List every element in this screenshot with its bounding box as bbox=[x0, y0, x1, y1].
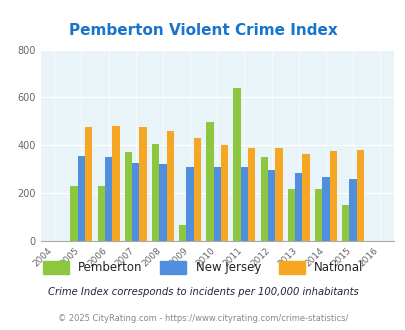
Bar bbox=[287, 189, 294, 241]
Legend: Pemberton, New Jersey, National: Pemberton, New Jersey, National bbox=[38, 257, 367, 279]
Bar bbox=[112, 126, 119, 241]
Bar bbox=[247, 148, 255, 241]
Bar bbox=[124, 152, 132, 241]
Bar bbox=[193, 138, 200, 241]
Bar bbox=[349, 179, 356, 241]
Bar bbox=[132, 163, 139, 241]
Bar bbox=[356, 150, 363, 241]
Text: © 2025 CityRating.com - https://www.cityrating.com/crime-statistics/: © 2025 CityRating.com - https://www.city… bbox=[58, 314, 347, 323]
Bar bbox=[206, 122, 213, 241]
Bar bbox=[85, 127, 92, 241]
Bar bbox=[139, 127, 146, 241]
Bar bbox=[70, 186, 77, 241]
Bar bbox=[159, 164, 166, 241]
Bar bbox=[213, 167, 220, 241]
Bar bbox=[104, 157, 112, 241]
Bar bbox=[186, 167, 193, 241]
Text: Crime Index corresponds to incidents per 100,000 inhabitants: Crime Index corresponds to incidents per… bbox=[47, 287, 358, 297]
Bar bbox=[220, 145, 228, 241]
Bar bbox=[314, 189, 322, 241]
Bar bbox=[260, 157, 267, 241]
Bar bbox=[275, 148, 282, 241]
Bar bbox=[233, 88, 240, 241]
Text: Pemberton Violent Crime Index: Pemberton Violent Crime Index bbox=[68, 23, 337, 38]
Bar bbox=[97, 186, 104, 241]
Bar bbox=[267, 170, 275, 241]
Bar bbox=[341, 205, 349, 241]
Bar bbox=[294, 173, 302, 241]
Bar bbox=[151, 144, 159, 241]
Bar bbox=[302, 153, 309, 241]
Bar bbox=[166, 131, 173, 241]
Bar bbox=[240, 167, 247, 241]
Bar bbox=[77, 156, 85, 241]
Bar bbox=[179, 225, 186, 241]
Bar bbox=[329, 151, 336, 241]
Bar bbox=[322, 178, 329, 241]
